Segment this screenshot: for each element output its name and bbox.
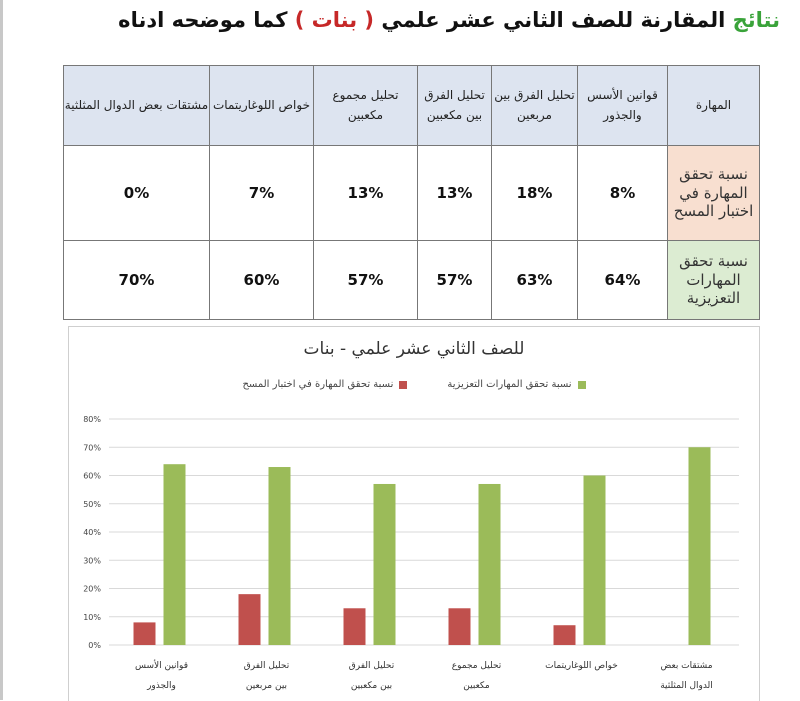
table-cell: 13%	[417, 145, 492, 241]
table-cell: 70%	[63, 240, 210, 320]
x-tick-label-line2: مكعبين	[463, 681, 490, 691]
table-cell: 0%	[63, 145, 210, 241]
x-tick-label: قوانين الأسس	[135, 659, 188, 671]
legend-swatch-green	[577, 380, 586, 389]
x-tick-label: تحليل الفرق	[349, 661, 395, 671]
table-cell: 7%	[209, 145, 314, 241]
table-cell: 60%	[209, 240, 314, 320]
legend-label: نسبة تحقق المهارة في اختبار المسح	[242, 379, 394, 390]
title-highlight: نتائج	[732, 8, 780, 32]
table-cell: 57%	[417, 240, 492, 320]
table-header-row: المهارة قوانين الأسس والجذور تحليل الفرق…	[63, 65, 760, 146]
table-cell: 63%	[491, 240, 578, 320]
legend-swatch-red	[399, 380, 408, 389]
x-tick-label-line2: الدوال المثلثية	[660, 681, 713, 691]
y-tick-label: 10%	[83, 613, 101, 622]
page-title: نتائج المقارنة للصف الثاني عشر علمي ( بن…	[40, 8, 780, 32]
table-row: نسبة تحقق المهارات التعزيزية 64% 63% 57%…	[63, 240, 760, 320]
x-tick-label: خواص اللوغاريتمات	[545, 661, 618, 671]
row-label-reinforcement: نسبة تحقق المهارات التعزيزية	[667, 240, 760, 320]
bar-survey	[448, 608, 471, 645]
title-main: المقارنة للصف الثاني عشر علمي	[374, 8, 733, 32]
y-tick-label: 0%	[88, 641, 101, 650]
bar-reinforcement	[583, 475, 606, 645]
legend-item-green: نسبة تحقق المهارات التعزيزية	[447, 379, 586, 390]
header-cell: خواص اللوغاريتمات	[209, 65, 314, 146]
y-tick-label: 50%	[83, 500, 101, 509]
x-tick-label-line2: بين مربعين	[246, 681, 287, 691]
bar-reinforcement	[268, 467, 291, 645]
title-girls: ( بنات )	[287, 8, 375, 32]
x-tick-label: تحليل الفرق	[244, 661, 290, 671]
table-cell: 8%	[577, 145, 668, 241]
x-tick-label-line2: بين مكعبين	[351, 681, 392, 691]
legend-label: نسبة تحقق المهارات التعزيزية	[447, 379, 572, 390]
x-tick-label: تحليل مجموع	[452, 661, 502, 671]
x-tick-label: مشتقات بعض	[660, 661, 712, 671]
bar-reinforcement	[163, 464, 186, 645]
table-cell: 18%	[491, 145, 578, 241]
bar-survey	[343, 608, 366, 645]
header-cell: مشتقات بعض الدوال المثلثية	[63, 65, 210, 146]
header-skill: المهارة	[667, 65, 760, 146]
header-cell: تحليل مجموع مكعبين	[313, 65, 418, 146]
y-tick-label: 30%	[83, 556, 101, 565]
title-suffix: كما موضحه ادناه	[118, 8, 288, 32]
bar-reinforcement	[478, 483, 501, 645]
row-label-survey: نسبة تحقق المهارة في اختبار المسح	[667, 145, 760, 241]
chart-title: للصف الثاني عشر علمي - بنات	[303, 339, 525, 359]
chart-container: للصف الثاني عشر علمي - بنات نسبة تحقق ال…	[68, 326, 760, 701]
legend-item-red: نسبة تحقق المهارة في اختبار المسح	[242, 379, 408, 390]
bar-reinforcement	[373, 483, 396, 645]
header-cell: قوانين الأسس والجذور	[577, 65, 668, 146]
table-cell: 64%	[577, 240, 668, 320]
bar-survey	[238, 594, 261, 645]
y-tick-label: 40%	[83, 528, 101, 537]
y-tick-label: 80%	[83, 415, 101, 424]
table-cell: 57%	[313, 240, 418, 320]
header-cell: تحليل الفرق بين مربعين	[491, 65, 578, 146]
chart-legend: نسبة تحقق المهارات التعزيزية نسبة تحقق ا…	[69, 379, 759, 390]
bar-reinforcement	[688, 447, 711, 645]
comparison-table: المهارة قوانين الأسس والجذور تحليل الفرق…	[63, 65, 760, 320]
table-cell: 13%	[313, 145, 418, 241]
header-cell: تحليل الفرق بين مكعبين	[417, 65, 492, 146]
bar-chart-plot: 0% 10% 20% 30% 40% 50% 60% 70% 80% قوانين الأسس وا…	[83, 415, 739, 691]
y-tick-label: 70%	[83, 443, 101, 452]
frame-border	[0, 0, 3, 700]
bar-survey	[133, 622, 156, 645]
table-row: نسبة تحقق المهارة في اختبار المسح 8% 18%…	[63, 145, 760, 241]
y-tick-label: 20%	[83, 585, 101, 594]
y-tick-label: 60%	[83, 472, 101, 481]
x-tick-label-line2: والجذور	[146, 681, 176, 691]
bar-survey	[553, 625, 576, 645]
